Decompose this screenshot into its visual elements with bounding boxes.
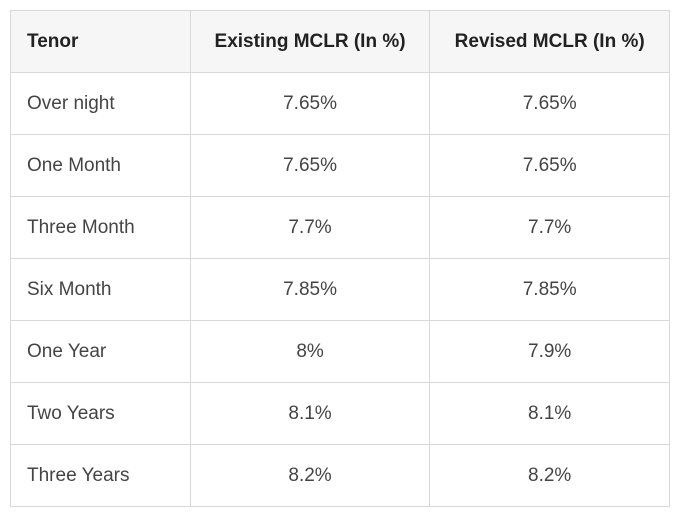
cell-existing: 7.65% <box>190 73 430 135</box>
cell-tenor: Six Month <box>11 259 191 321</box>
cell-existing: 7.7% <box>190 197 430 259</box>
cell-tenor: Over night <box>11 73 191 135</box>
cell-revised: 8.2% <box>430 445 670 507</box>
cell-tenor: Three Years <box>11 445 191 507</box>
cell-existing: 8.1% <box>190 383 430 445</box>
cell-existing: 7.65% <box>190 135 430 197</box>
table-row: Over night 7.65% 7.65% <box>11 73 670 135</box>
table-row: Two Years 8.1% 8.1% <box>11 383 670 445</box>
cell-tenor: Two Years <box>11 383 191 445</box>
cell-tenor: Three Month <box>11 197 191 259</box>
cell-revised: 8.1% <box>430 383 670 445</box>
table-body: Over night 7.65% 7.65% One Month 7.65% 7… <box>11 73 670 507</box>
cell-existing: 8% <box>190 321 430 383</box>
table-row: Six Month 7.85% 7.85% <box>11 259 670 321</box>
col-header-revised: Revised MCLR (In %) <box>430 11 670 73</box>
header-row: Tenor Existing MCLR (In %) Revised MCLR … <box>11 11 670 73</box>
cell-tenor: One Month <box>11 135 191 197</box>
cell-revised: 7.65% <box>430 135 670 197</box>
cell-revised: 7.9% <box>430 321 670 383</box>
col-header-tenor: Tenor <box>11 11 191 73</box>
table-header: Tenor Existing MCLR (In %) Revised MCLR … <box>11 11 670 73</box>
table-row: One Year 8% 7.9% <box>11 321 670 383</box>
cell-revised: 7.7% <box>430 197 670 259</box>
table-row: Three Years 8.2% 8.2% <box>11 445 670 507</box>
cell-revised: 7.65% <box>430 73 670 135</box>
col-header-existing: Existing MCLR (In %) <box>190 11 430 73</box>
cell-tenor: One Year <box>11 321 191 383</box>
cell-existing: 8.2% <box>190 445 430 507</box>
cell-revised: 7.85% <box>430 259 670 321</box>
mclr-table: Tenor Existing MCLR (In %) Revised MCLR … <box>10 10 670 507</box>
table-row: One Month 7.65% 7.65% <box>11 135 670 197</box>
table-row: Three Month 7.7% 7.7% <box>11 197 670 259</box>
cell-existing: 7.85% <box>190 259 430 321</box>
